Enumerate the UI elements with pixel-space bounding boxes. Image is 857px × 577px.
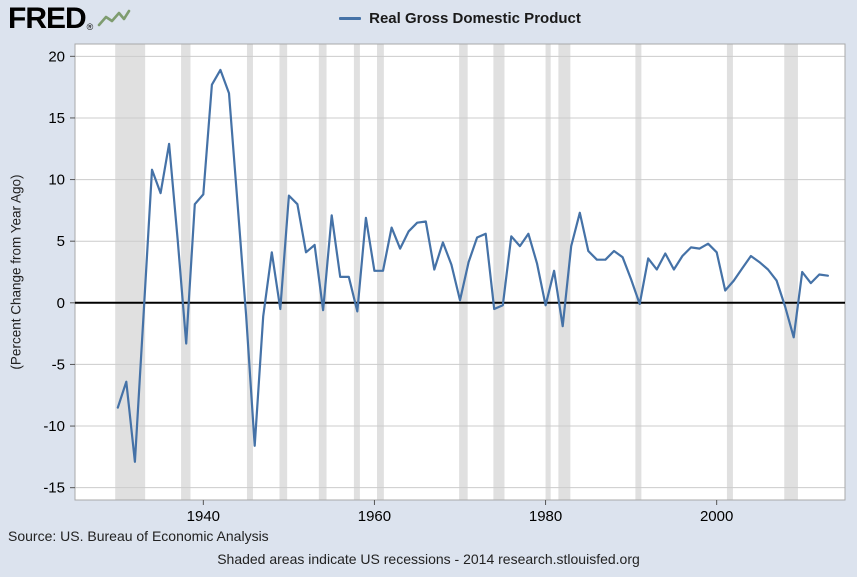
- x-tick-label: 1980: [529, 508, 562, 525]
- legend-line-swatch: [339, 17, 362, 20]
- recession-band: [377, 44, 384, 500]
- fred-logo: FRED ®: [8, 4, 131, 34]
- recession-note: Shaded areas indicate US recessions - 20…: [217, 551, 640, 567]
- gdp-series-line: [116, 68, 830, 463]
- y-axis-title: (Percent Change from Year Ago): [8, 174, 24, 370]
- recession-band: [318, 44, 327, 500]
- recession-band: [181, 44, 191, 500]
- fred-logo-text: FRED: [8, 2, 87, 35]
- y-tick-label: -10: [43, 418, 65, 435]
- y-tick-label: 10: [48, 172, 65, 189]
- recession-band: [784, 44, 798, 500]
- recession-band: [115, 44, 146, 500]
- recession-band: [246, 44, 253, 500]
- x-tick-label: 1960: [358, 508, 391, 525]
- y-tick-label: -5: [52, 356, 65, 373]
- y-tick-label: 20: [48, 48, 65, 65]
- recession-band: [635, 44, 642, 500]
- recession-band: [353, 44, 360, 500]
- plot-border: [74, 43, 846, 501]
- recession-band: [726, 44, 733, 500]
- recession-band: [493, 44, 505, 500]
- x-tick-label: 1940: [187, 508, 220, 525]
- recession-band: [558, 44, 571, 500]
- recession-band: [459, 44, 468, 500]
- y-tick-label: 5: [57, 233, 65, 250]
- recession-band: [545, 44, 551, 500]
- y-tick-label: -15: [43, 480, 65, 497]
- legend-series-label: Real Gross Domestic Product: [369, 10, 581, 27]
- chart-legend: Real Gross Domestic Product: [75, 10, 845, 27]
- x-tick-label: 2000: [700, 508, 733, 525]
- source-note: Source: US. Bureau of Economic Analysis: [8, 528, 269, 544]
- registered-mark: ®: [86, 22, 94, 32]
- gdp-line-chart: 20 15 10 5 0 -5 -10 -15 1940 1960 1980 2000: [43, 43, 846, 525]
- y-tick-label: 0: [57, 295, 65, 312]
- y-tick-label: 15: [48, 110, 65, 127]
- fred-logo-chart-icon: [98, 9, 131, 27]
